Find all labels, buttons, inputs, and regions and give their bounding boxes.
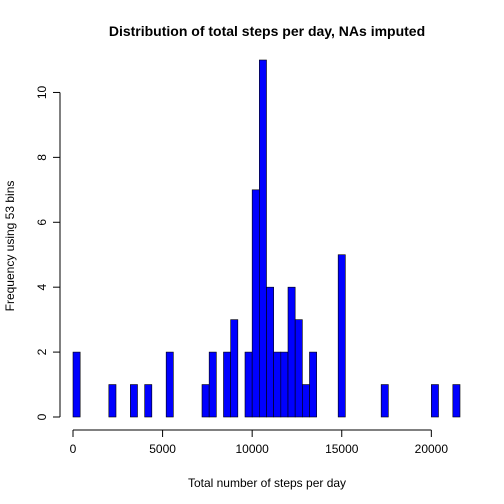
histogram-bar (380, 384, 389, 418)
histogram-bar (259, 59, 267, 418)
histogram-bar (287, 286, 296, 418)
histogram-bar (431, 384, 439, 418)
histogram-bar (72, 351, 81, 418)
histogram-bar (223, 351, 231, 418)
histogram-bar (251, 189, 260, 418)
y-tick-label: 4 (35, 284, 49, 291)
histogram-bars (72, 59, 461, 418)
y-axis: 0 2 4 6 8 10 (35, 85, 61, 420)
histogram-bar (108, 384, 117, 418)
x-axis-label: Total number of steps per day (188, 476, 346, 490)
histogram-bar (309, 351, 317, 418)
histogram-bar (244, 351, 253, 418)
x-tick-label: 20000 (415, 442, 449, 456)
histogram-bar (294, 319, 303, 418)
histogram-bar (280, 351, 289, 418)
y-axis-label: Frequency using 53 bins (3, 181, 17, 312)
y-tick-label: 6 (35, 219, 49, 226)
histogram-bar (130, 384, 138, 418)
x-tick-label: 5000 (149, 442, 176, 456)
y-tick-label: 2 (35, 348, 49, 355)
histogram-bar (165, 351, 174, 418)
chart-title: Distribution of total steps per day, NAs… (109, 23, 425, 39)
histogram-bar (201, 384, 210, 418)
histogram-bar (452, 384, 461, 418)
histogram-bar (302, 384, 310, 418)
histogram-bar (337, 254, 346, 418)
histogram-bar (144, 384, 153, 418)
histogram-bar (208, 351, 217, 418)
histogram-bar (266, 286, 274, 418)
y-tick-label: 0 (35, 413, 49, 420)
x-tick-label: 0 (70, 442, 77, 456)
histogram-bar (230, 319, 239, 418)
x-axis: 0 5000 10000 15000 20000 (70, 429, 449, 456)
y-tick-label: 8 (35, 154, 49, 161)
x-tick-label: 10000 (235, 442, 269, 456)
histogram-bar (273, 351, 282, 418)
y-tick-label: 10 (35, 85, 49, 99)
x-tick-label: 15000 (325, 442, 359, 456)
